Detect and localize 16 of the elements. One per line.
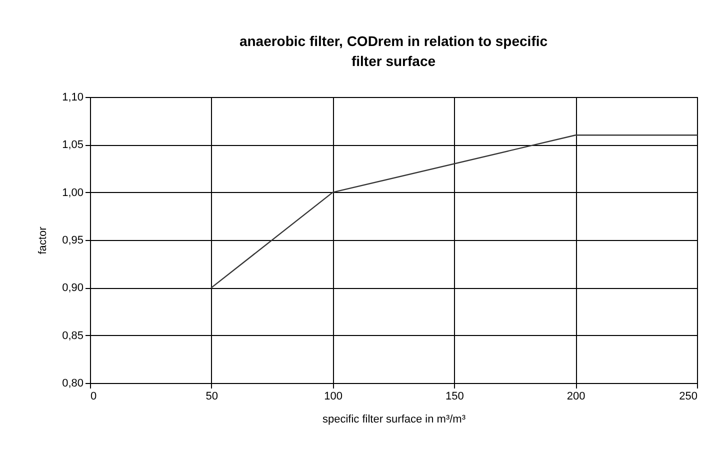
y-tick-label: 0,85 xyxy=(62,330,84,342)
x-tick-label: 100 xyxy=(324,390,342,402)
y-tick-label: 1,05 xyxy=(62,139,84,152)
y-axis-title: factor xyxy=(37,226,50,254)
y-tick-label: 0,95 xyxy=(62,234,84,246)
x-tick-label: 50 xyxy=(206,390,218,402)
x-tick-label: 150 xyxy=(446,390,464,402)
chart-title: anaerobic filter, CODrem in relation to specific filter surface xyxy=(239,33,548,69)
x-tick-label: 200 xyxy=(566,390,586,402)
y-tick-label: 0,80 xyxy=(62,378,84,390)
y-tick-label: 1,10 xyxy=(62,92,84,104)
x-axis-title: specific filter surface in m³/m³ xyxy=(322,414,466,426)
x-tick-label: 250 xyxy=(679,390,698,402)
y-tick-label: 1,00 xyxy=(62,186,84,199)
y-tick-label: 0,90 xyxy=(62,282,84,294)
x-tick-label: 0 xyxy=(90,390,97,402)
